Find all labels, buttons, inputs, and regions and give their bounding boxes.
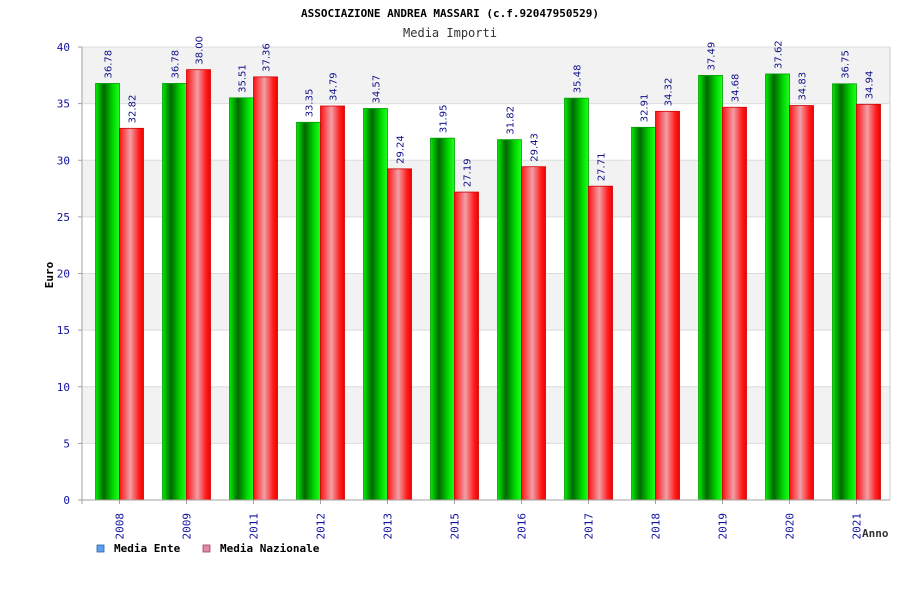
bar-media-ente-2021 (832, 83, 857, 501)
data-label: 35.48 (573, 65, 584, 94)
bar-media-nazionale-2015 (454, 191, 479, 501)
bar-media-ente-2015 (430, 137, 455, 501)
bar-media-ente-2011 (229, 97, 254, 501)
data-label: 34.94 (865, 71, 876, 100)
plot-background (82, 46, 891, 501)
data-label: 36.78 (171, 50, 182, 79)
bar-media-nazionale-2019 (722, 106, 747, 501)
x-axis: 2008 2009 2011 2012 2013 2015 2016 2017 2018 2019… (82, 499, 890, 540)
x-tick-label: 2013 (382, 513, 395, 540)
chart-subtitle: Media Importi (403, 26, 497, 40)
data-label: 34.68 (731, 74, 742, 103)
data-label: 29.24 (396, 135, 407, 164)
y-tick-label: 0 (63, 494, 70, 507)
data-label: 32.91 (640, 94, 651, 123)
data-label: 34.57 (372, 75, 383, 104)
x-axis-title: Anno (862, 527, 889, 540)
bar-media-nazionale-2011 (253, 76, 278, 501)
x-tick-label: 2019 (717, 513, 730, 540)
bar-media-nazionale-2018 (655, 110, 680, 501)
data-label: 34.83 (798, 72, 809, 101)
bar-media-nazionale-2012 (320, 105, 345, 501)
grid-band (82, 47, 890, 104)
bar-media-ente-2009 (162, 83, 187, 501)
x-tick-label: 2015 (449, 513, 462, 540)
bar-media-nazionale-2008 (119, 127, 144, 501)
data-label: 38.00 (195, 36, 206, 65)
data-label: 34.32 (664, 78, 675, 107)
data-label: 36.75 (841, 50, 852, 79)
data-label: 32.82 (128, 95, 139, 124)
bars: 36.78 32.82 36.78 38.00 35.51 37.36 33.35 34.79… (95, 36, 881, 501)
bar-media-ente-2020 (765, 73, 790, 501)
legend-label-media-nazionale: Media Nazionale (220, 542, 320, 555)
data-label: 36.78 (104, 50, 115, 79)
bar-media-nazionale-2021 (856, 103, 881, 501)
bar-media-nazionale-2009 (186, 69, 211, 501)
data-label: 37.36 (262, 43, 273, 72)
y-axis-title: Euro (43, 261, 56, 288)
y-axis: 0 5 10 15 20 25 30 35 40 (57, 41, 83, 507)
data-label: 37.49 (707, 42, 718, 71)
grid-band (82, 273, 890, 331)
bar-media-ente-2008 (95, 83, 120, 501)
data-label: 33.35 (305, 89, 316, 118)
bar-media-ente-2017 (564, 97, 589, 501)
bar-media-ente-2018 (631, 126, 656, 501)
legend-swatch-media-ente (96, 544, 105, 553)
y-tick-label: 40 (57, 41, 70, 54)
bar-media-ente-2019 (698, 75, 723, 501)
x-tick-label: 2018 (650, 513, 663, 540)
data-label: 34.79 (329, 72, 340, 101)
chart-title: ASSOCIAZIONE ANDREA MASSARI (c.f.9204795… (301, 7, 599, 20)
x-tick-label: 2020 (784, 513, 797, 540)
y-tick-label: 15 (57, 324, 70, 337)
data-label: 35.51 (238, 64, 249, 93)
y-tick-label: 30 (57, 154, 70, 167)
x-tick-label: 2009 (181, 513, 194, 540)
data-label: 31.82 (506, 106, 517, 135)
bar-media-nazionale-2017 (588, 185, 613, 501)
x-tick-label: 2017 (583, 513, 596, 540)
data-label: 37.62 (774, 40, 785, 69)
x-tick-label: 2008 (114, 513, 127, 540)
bar-media-ente-2013 (363, 108, 388, 501)
bar-media-nazionale-2013 (387, 168, 412, 501)
legend: Media Ente Media Nazionale (96, 542, 320, 555)
legend-label-media-ente: Media Ente (114, 542, 181, 555)
data-label: 31.95 (439, 105, 450, 134)
data-label: 27.19 (463, 158, 474, 187)
y-tick-label: 25 (57, 211, 70, 224)
legend-swatch-media-nazionale (202, 544, 211, 553)
y-tick-label: 5 (63, 437, 70, 450)
bar-media-ente-2016 (497, 139, 522, 501)
y-tick-label: 10 (57, 381, 70, 394)
bar-media-ente-2012 (296, 121, 321, 501)
grid-band (82, 386, 890, 444)
x-tick-label: 2016 (516, 513, 529, 540)
x-tick-label: 2012 (315, 513, 328, 540)
data-label: 27.71 (597, 153, 608, 182)
y-tick-label: 20 (57, 268, 70, 281)
y-tick-label: 35 (57, 98, 70, 111)
x-tick-label: 2011 (248, 513, 261, 540)
grid-band (82, 160, 890, 217)
data-label: 29.43 (530, 133, 541, 162)
bar-media-nazionale-2020 (789, 105, 814, 501)
x-tick-label: 2021 (851, 513, 864, 540)
bar-media-nazionale-2016 (521, 166, 546, 501)
